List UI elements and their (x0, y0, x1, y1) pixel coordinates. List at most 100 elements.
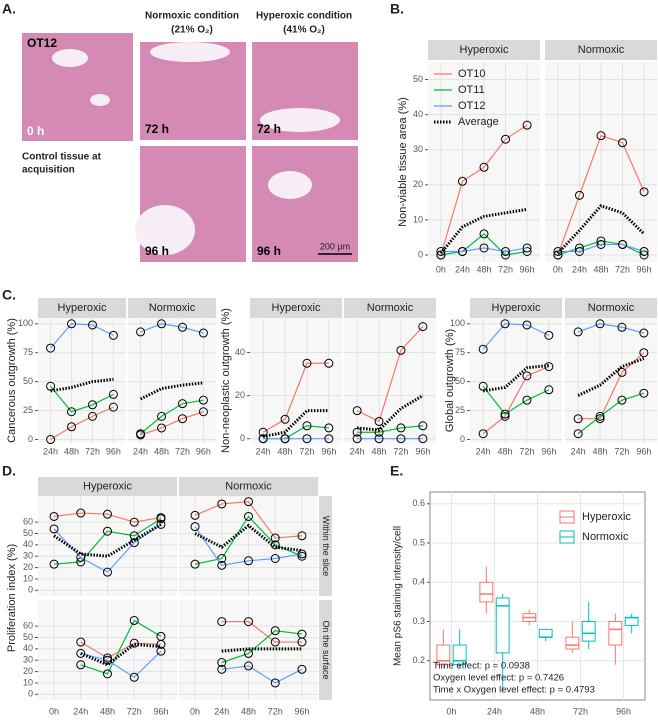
point (49, 511, 59, 521)
series-line (140, 411, 204, 436)
column-subheader: (41% O₂) (283, 25, 325, 36)
y-axis-title: Non-neoplastic outgrowth (%) (220, 308, 232, 453)
facet-label: Hyperoxic (58, 302, 107, 314)
point (67, 319, 77, 329)
facet-label: Hyperoxic (492, 302, 541, 314)
series-line (440, 247, 528, 253)
x-tick-label: 24h (487, 706, 502, 716)
point (156, 631, 166, 641)
point (46, 435, 56, 445)
facet-strip (38, 477, 177, 496)
point (501, 134, 511, 144)
sample-id: OT12 (27, 36, 57, 50)
point (324, 358, 334, 368)
time-label: 96 h (257, 244, 281, 258)
x-tick-label: 96h (415, 446, 430, 456)
x-tick-label: 96h (321, 446, 336, 456)
x-tick-label: 48h (593, 264, 608, 274)
series-line (440, 124, 528, 256)
legend-label: OT10 (458, 68, 486, 80)
point (553, 246, 563, 256)
point (156, 514, 166, 524)
panel-label: A. (2, 1, 16, 17)
tissue-gap (268, 171, 312, 199)
point (297, 551, 307, 561)
point (244, 556, 253, 566)
row-strip (319, 600, 332, 700)
point (595, 319, 605, 329)
point (639, 348, 649, 358)
point (595, 414, 605, 424)
series-line (356, 326, 424, 423)
point (522, 395, 532, 405)
point (108, 402, 118, 412)
y-axis-title: Proliferation index (%) (6, 544, 18, 652)
series-line (140, 323, 204, 334)
point (573, 429, 583, 439)
point (617, 322, 627, 332)
point (418, 434, 428, 444)
point (76, 508, 86, 518)
point (76, 660, 86, 670)
box (624, 617, 639, 626)
x-tick-label: 72h (615, 264, 630, 274)
y-tick-label: 30 (23, 655, 33, 665)
box (581, 621, 596, 642)
annotation: Time effect: p = 0.0938 (433, 661, 530, 672)
legend-label: Normoxic (582, 531, 629, 543)
average-line (439, 207, 528, 255)
point (198, 407, 208, 417)
point (49, 524, 59, 534)
point (302, 358, 312, 368)
panel-label: D. (2, 463, 16, 479)
point (108, 330, 118, 340)
point (157, 319, 167, 329)
x-tick-label: 48h (64, 446, 79, 456)
x-tick-label: 24h (133, 446, 148, 456)
series-line (221, 620, 302, 643)
x-tick-label: 48h (476, 264, 491, 274)
box (538, 628, 553, 638)
point (177, 414, 187, 424)
tissue-gap (52, 49, 88, 67)
point (244, 648, 253, 658)
y-tick-label: 40 (23, 539, 33, 549)
y-tick-label: 50 (413, 74, 423, 84)
panel-a: A. OT12 0 h Control tissue at acquisitio… (2, 1, 358, 262)
facet-label: Normoxic (588, 302, 635, 314)
y-tick-label: 0 (28, 434, 33, 444)
x-tick-label: 72h (519, 446, 534, 456)
average-line (194, 523, 303, 553)
panel-label: C. (2, 287, 16, 303)
point (217, 499, 227, 509)
x-tick-label: 48h (278, 446, 293, 456)
point (177, 322, 187, 332)
average-line (262, 409, 329, 439)
y-tick-label: 10 (23, 677, 33, 687)
column-header: Hyperoxic condition (256, 11, 352, 22)
point (457, 176, 467, 186)
x-tick-label: 48h (593, 446, 608, 456)
x-tick-label: 0h (49, 706, 59, 716)
x-tick-label: 96h (106, 446, 121, 456)
legend-label: OT12 (458, 100, 486, 112)
facet-label: Normoxic (149, 302, 196, 314)
point (478, 429, 488, 439)
y-tick-label: 50 (23, 632, 33, 642)
facet-strip (179, 477, 318, 496)
point (67, 422, 77, 432)
x-tick-label: 24h (43, 446, 58, 456)
point (190, 510, 200, 520)
point (522, 371, 532, 381)
average-line (221, 647, 302, 653)
legend-label: Hyperoxic (582, 511, 631, 523)
point (302, 421, 312, 431)
facet-strip (428, 40, 540, 60)
facet-strip (545, 40, 657, 60)
y-tick-label: 0.6 (412, 498, 425, 508)
y-tick-label: 0 (240, 433, 245, 443)
point (544, 385, 554, 395)
point (87, 400, 97, 410)
caption: Control tissue at (22, 152, 102, 163)
series-line (557, 134, 645, 256)
